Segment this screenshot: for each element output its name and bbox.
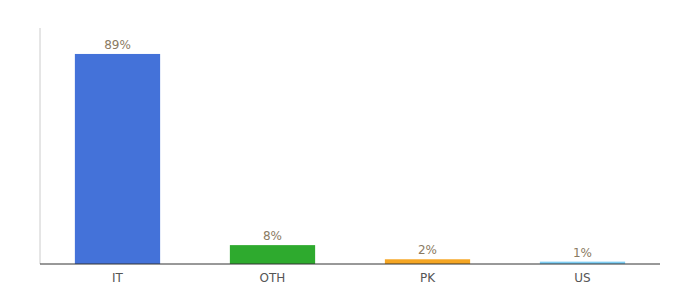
- chart-container: IT OTH PK US 89% 8% 2% 1%: [0, 0, 680, 300]
- x-tick-label: PK: [420, 271, 436, 285]
- data-label: 89%: [104, 38, 131, 52]
- data-label: 2%: [418, 243, 437, 257]
- bars: [75, 54, 625, 264]
- y-axis-line: [40, 28, 41, 264]
- x-tick-label: IT: [112, 271, 124, 285]
- data-label: 1%: [573, 246, 592, 260]
- x-tick-label: US: [574, 271, 590, 285]
- chart-svg: IT OTH PK US 89% 8% 2% 1%: [0, 0, 680, 300]
- x-axis-line: [40, 264, 660, 265]
- x-tick-label: OTH: [260, 271, 286, 285]
- data-label: 8%: [263, 229, 282, 243]
- bar: [385, 259, 470, 264]
- bar: [230, 245, 315, 264]
- bar: [75, 54, 160, 264]
